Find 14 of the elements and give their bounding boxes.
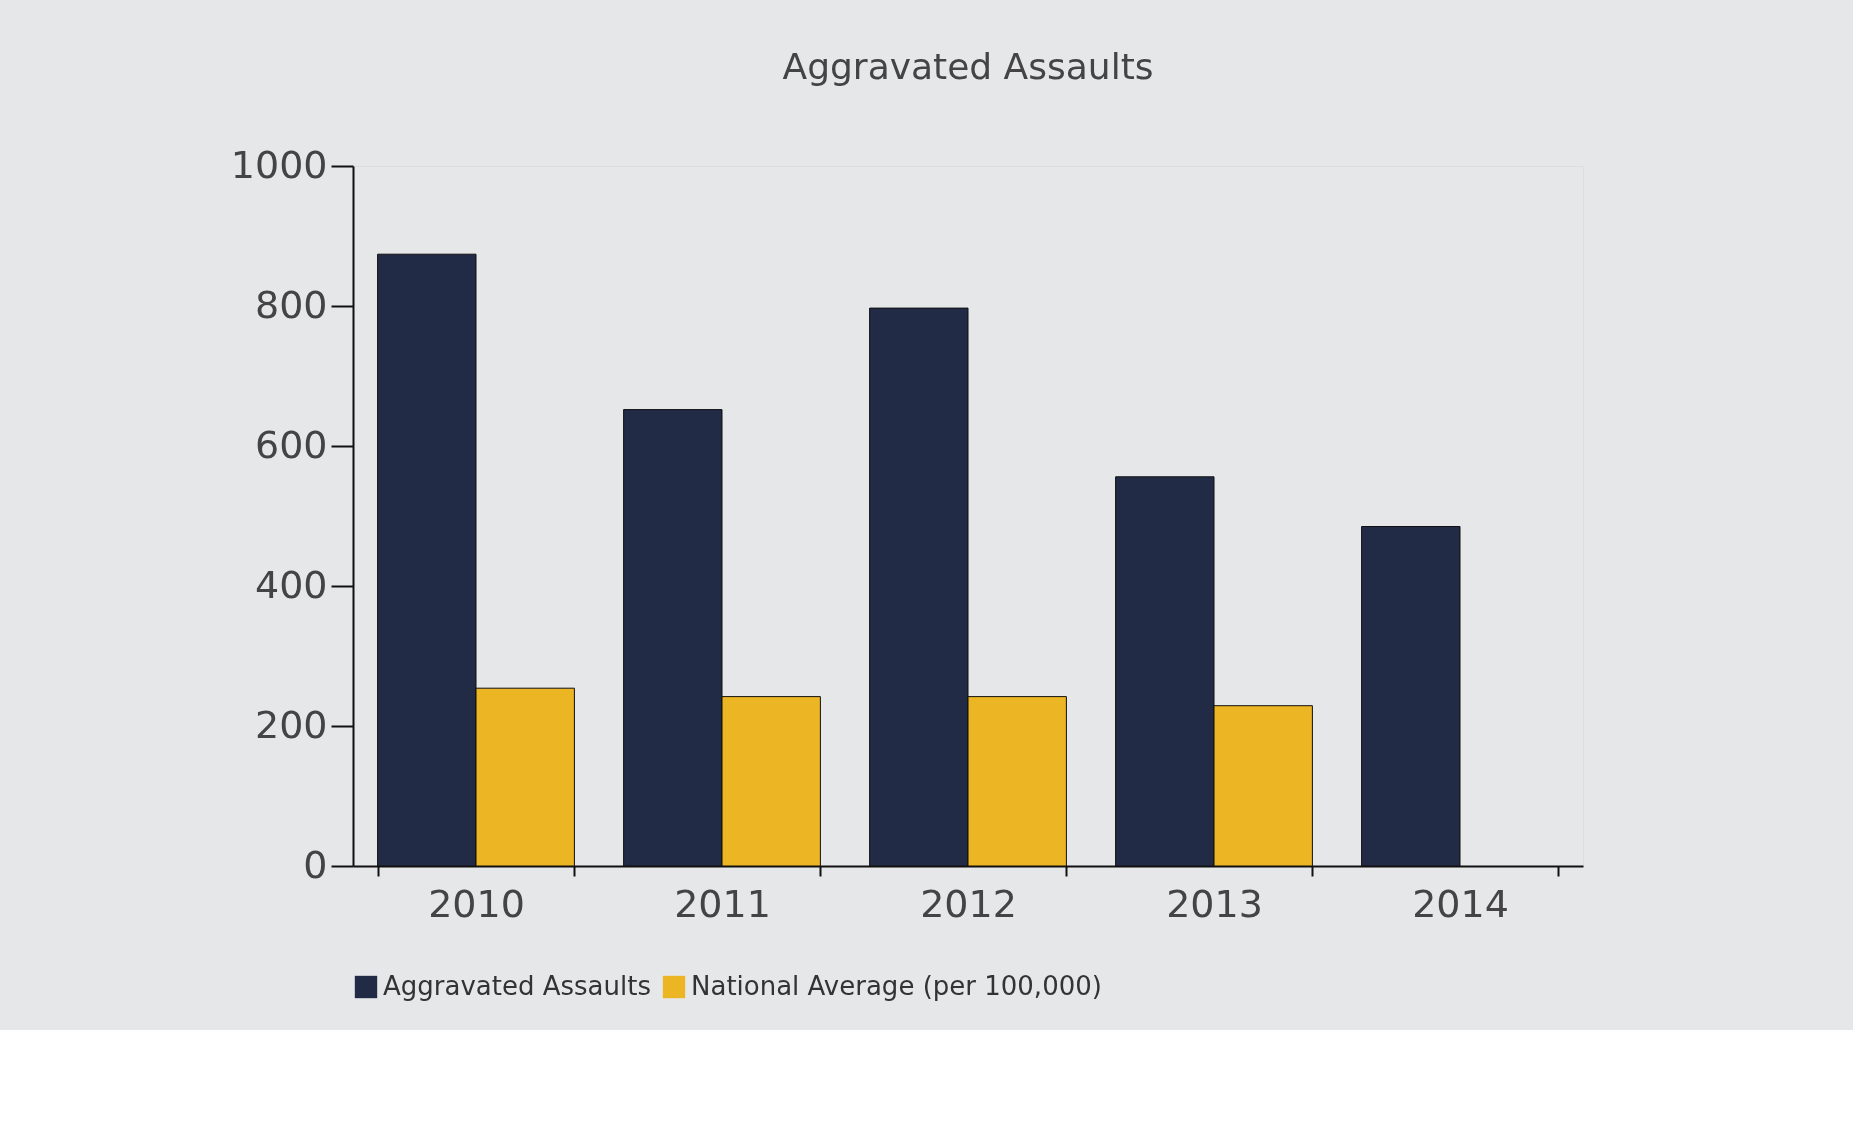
chart-title: Aggravated Assaults bbox=[782, 46, 1154, 87]
x-tick-label: 2014 bbox=[1412, 881, 1509, 926]
y-tick-label: 1000 bbox=[230, 142, 328, 187]
x-tick-label: 2011 bbox=[674, 881, 771, 926]
x-tick-label: 2012 bbox=[920, 881, 1017, 926]
y-tick-label: 0 bbox=[303, 842, 328, 887]
y-tick-label: 400 bbox=[254, 562, 328, 607]
y-tick-label: 200 bbox=[254, 702, 328, 747]
legend-label: National Average (per 100,000) bbox=[691, 971, 1102, 1001]
y-tick-label: 600 bbox=[254, 422, 328, 467]
y-tick-label: 800 bbox=[254, 282, 328, 327]
x-tick-label: 2010 bbox=[428, 881, 525, 926]
legend-label: Aggravated Assaults bbox=[383, 971, 651, 1001]
x-tick-label: 2013 bbox=[1166, 881, 1263, 926]
